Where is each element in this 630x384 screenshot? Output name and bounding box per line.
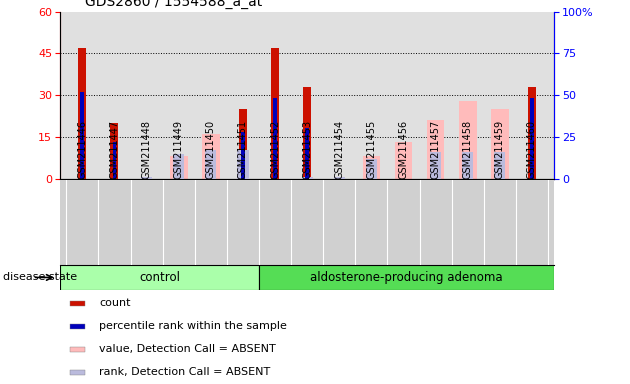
Bar — [273, 98, 277, 179]
Bar — [334, 177, 345, 179]
Bar — [362, 156, 380, 179]
Bar — [60, 265, 259, 290]
Bar — [205, 150, 216, 179]
Bar — [238, 150, 248, 179]
Bar — [259, 265, 554, 290]
Text: GDS2860 / 1554588_a_at: GDS2860 / 1554588_a_at — [84, 0, 262, 9]
Bar — [530, 98, 534, 179]
Bar — [170, 156, 188, 179]
Bar — [81, 92, 84, 179]
Bar — [305, 128, 309, 179]
Bar — [271, 48, 279, 179]
Bar — [110, 123, 118, 179]
Bar — [239, 109, 247, 179]
Bar — [462, 152, 473, 179]
Bar — [528, 87, 536, 179]
Bar — [430, 152, 441, 179]
Bar — [141, 177, 152, 179]
Text: aldosterone-producing adenoma: aldosterone-producing adenoma — [311, 271, 503, 284]
Bar — [113, 142, 117, 179]
Bar — [173, 154, 185, 179]
Text: value, Detection Call = ABSENT: value, Detection Call = ABSENT — [100, 344, 276, 354]
Text: percentile rank within the sample: percentile rank within the sample — [100, 321, 287, 331]
Text: disease state: disease state — [3, 272, 77, 283]
Bar — [459, 101, 476, 179]
Text: count: count — [100, 298, 131, 308]
Text: rank, Detection Call = ABSENT: rank, Detection Call = ABSENT — [100, 367, 271, 377]
Bar — [366, 159, 377, 179]
Bar — [303, 87, 311, 179]
Bar — [70, 347, 84, 352]
Bar — [78, 48, 86, 179]
Bar — [70, 370, 84, 375]
Bar — [491, 109, 508, 179]
Bar — [70, 301, 84, 306]
Bar — [202, 134, 220, 179]
Text: control: control — [139, 271, 180, 284]
Bar — [302, 177, 312, 179]
Bar — [394, 142, 412, 179]
Bar — [427, 120, 444, 179]
Bar — [494, 152, 505, 179]
Bar — [70, 324, 84, 329]
Bar — [241, 132, 245, 179]
